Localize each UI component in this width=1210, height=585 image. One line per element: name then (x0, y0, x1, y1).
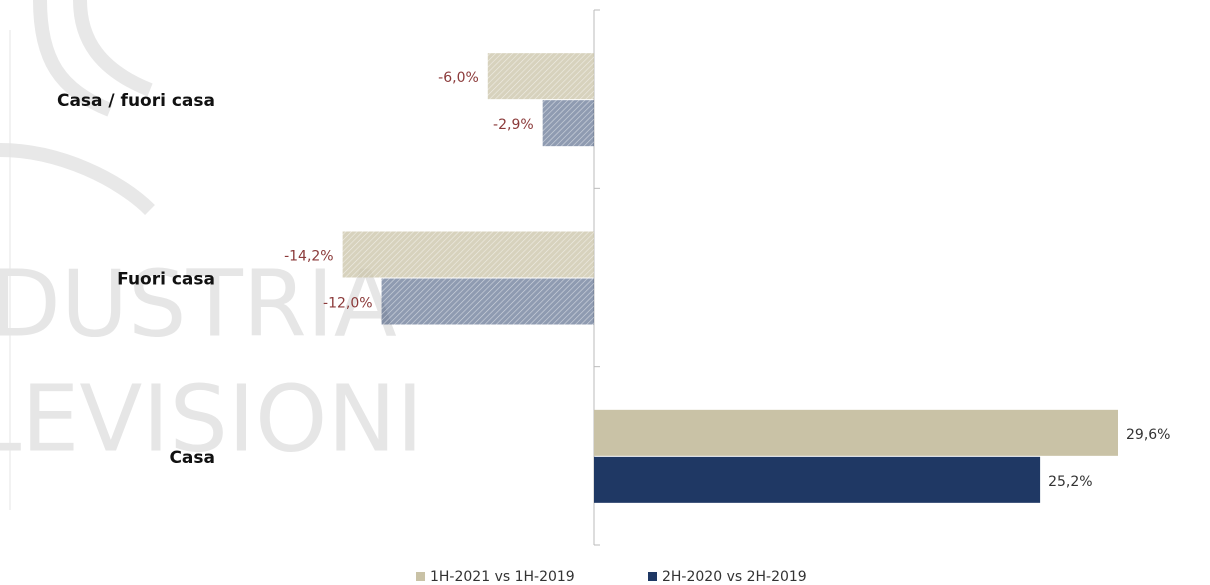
bar (381, 278, 594, 325)
bar (594, 409, 1118, 456)
bar (487, 53, 594, 100)
legend-label: 1H-2021 vs 1H-2019 (430, 569, 575, 585)
watermark: LEVISIONI (0, 365, 423, 472)
value-label: 29,6% (1126, 427, 1170, 443)
category-label: Casa / fuori casa (57, 91, 215, 111)
watermark: DUSTRIA (0, 250, 397, 357)
legend-swatch (648, 572, 657, 581)
bar (342, 231, 594, 278)
category-label: Casa (169, 448, 215, 468)
value-label: -14,2% (284, 249, 334, 265)
bar (594, 456, 1041, 503)
bar (542, 100, 594, 147)
legend-label: 2H-2020 vs 2H-2019 (662, 569, 807, 585)
value-label: 25,2% (1048, 474, 1092, 490)
watermark-shape (0, 0, 155, 216)
category-label: Fuori casa (117, 270, 215, 290)
value-label: -2,9% (493, 117, 534, 133)
legend-swatch (416, 572, 425, 581)
value-label: -12,0% (323, 296, 373, 312)
value-label: -6,0% (438, 70, 479, 86)
